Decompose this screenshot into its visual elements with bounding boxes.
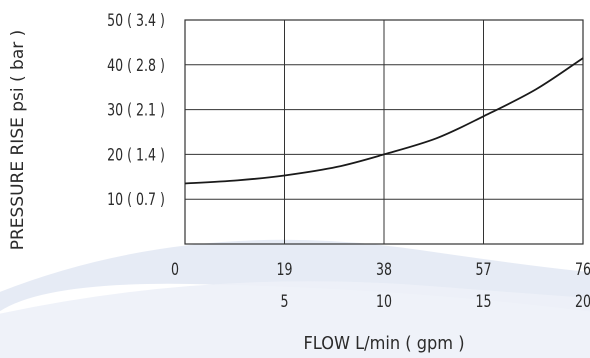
x-tick-label: 57 <box>476 259 492 279</box>
y-tick-label: 10 ( 0.7 ) <box>107 189 165 209</box>
x-tick-label: 76 <box>575 259 590 279</box>
x-tick-label: 19 <box>277 259 293 279</box>
x-tick-labels-secondary: 5 10 15 20 <box>280 291 590 311</box>
x-tick-label-gpm: 10 <box>376 291 392 311</box>
series <box>184 57 584 185</box>
y-tick-label: 30 ( 2.1 ) <box>107 100 165 120</box>
x-axis-title: FLOW L/min ( gpm ) <box>303 333 464 354</box>
x-tick-label: 0 <box>171 259 179 279</box>
y-tick-label: 20 ( 1.4 ) <box>107 144 165 164</box>
y-tick-label: 50 ( 3.4 ) <box>107 10 165 30</box>
x-tick-label-gpm: 20 <box>575 291 590 311</box>
series-line <box>184 57 584 185</box>
plot-border <box>184 19 584 245</box>
y-tick-labels: 10 ( 0.7 ) 20 ( 1.4 ) 30 ( 2.1 ) 40 ( 2.8 )… <box>107 10 165 210</box>
x-tick-label-gpm: 15 <box>476 291 492 311</box>
x-tick-label: 38 <box>376 259 392 279</box>
plot-frame <box>184 19 584 245</box>
x-tick-label-gpm: 5 <box>280 291 288 311</box>
y-tick-label: 40 ( 2.8 ) <box>107 55 165 75</box>
x-tick-labels: 0 19 38 57 76 <box>171 259 590 279</box>
grid <box>185 19 583 244</box>
y-axis-title: PRESSURE RISE psi ( bar ) <box>8 30 28 251</box>
